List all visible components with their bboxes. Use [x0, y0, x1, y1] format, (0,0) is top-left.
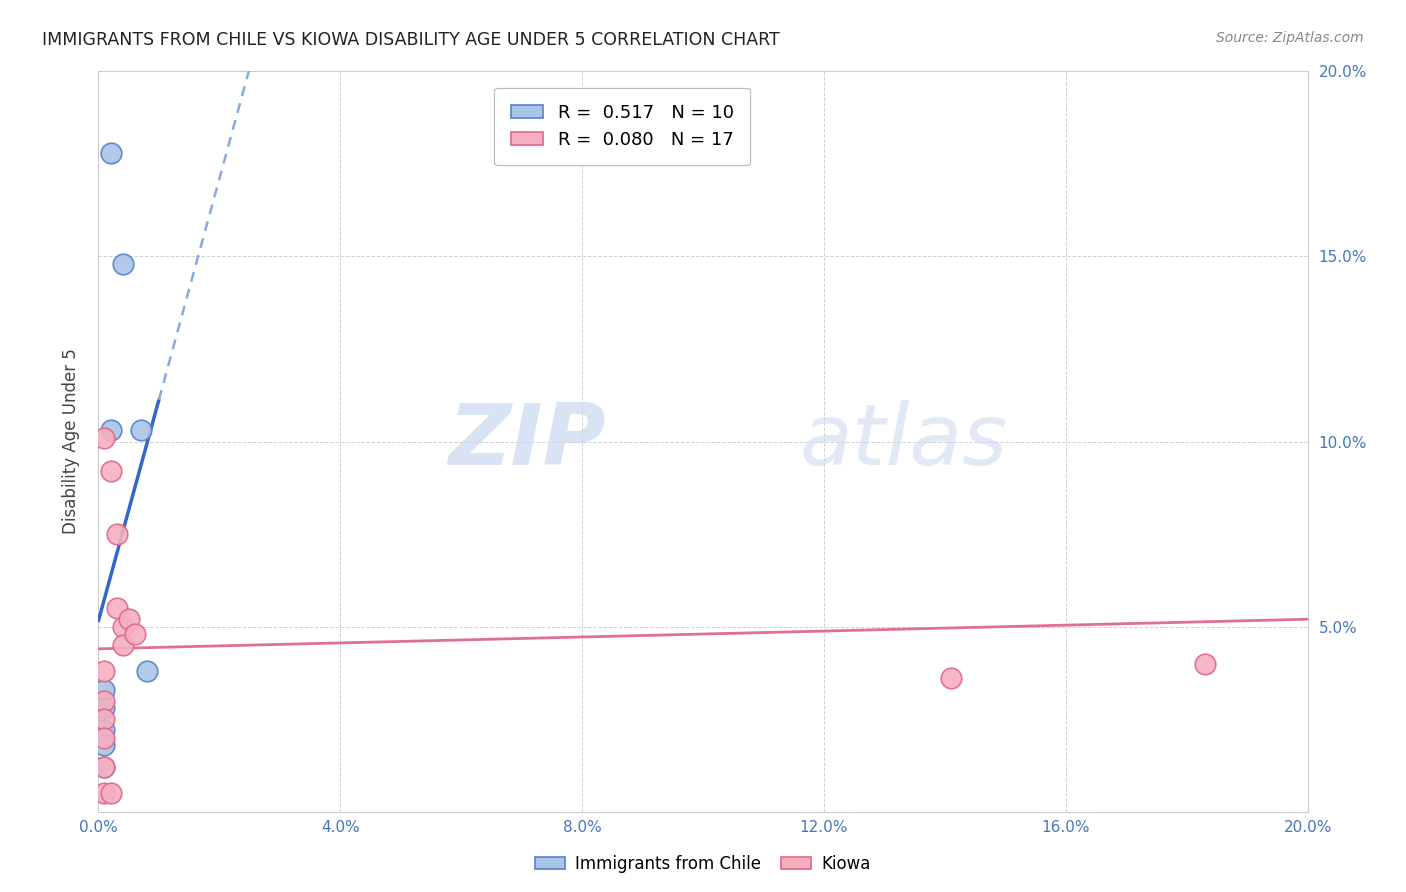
Y-axis label: Disability Age Under 5: Disability Age Under 5	[62, 349, 80, 534]
Legend: R =  0.517   N = 10, R =  0.080   N = 17: R = 0.517 N = 10, R = 0.080 N = 17	[495, 87, 749, 165]
Point	[93, 731, 115, 745]
Point	[93, 664, 115, 678]
Point	[100, 145, 122, 160]
Point	[111, 619, 134, 633]
Text: IMMIGRANTS FROM CHILE VS KIOWA DISABILITY AGE UNDER 5 CORRELATION CHART: IMMIGRANTS FROM CHILE VS KIOWA DISABILIT…	[42, 31, 780, 49]
Point	[939, 672, 962, 686]
Point	[105, 601, 128, 615]
Point	[124, 627, 146, 641]
Point	[93, 738, 115, 752]
Point	[100, 464, 122, 478]
Point	[111, 638, 134, 652]
Point	[135, 664, 157, 678]
Point	[93, 712, 115, 726]
Point	[105, 527, 128, 541]
Legend: Immigrants from Chile, Kiowa: Immigrants from Chile, Kiowa	[529, 848, 877, 880]
Point	[93, 701, 115, 715]
Point	[111, 257, 134, 271]
Point	[93, 760, 115, 774]
Point	[93, 694, 115, 708]
Text: Source: ZipAtlas.com: Source: ZipAtlas.com	[1216, 31, 1364, 45]
Point	[100, 786, 122, 800]
Text: ZIP: ZIP	[449, 400, 606, 483]
Point	[1194, 657, 1216, 671]
Point	[129, 424, 152, 438]
Point	[93, 431, 115, 445]
Point	[118, 612, 141, 626]
Point	[93, 723, 115, 738]
Point	[93, 760, 115, 774]
Point	[93, 682, 115, 697]
Point	[93, 786, 115, 800]
Point	[100, 424, 122, 438]
Text: atlas: atlas	[800, 400, 1008, 483]
